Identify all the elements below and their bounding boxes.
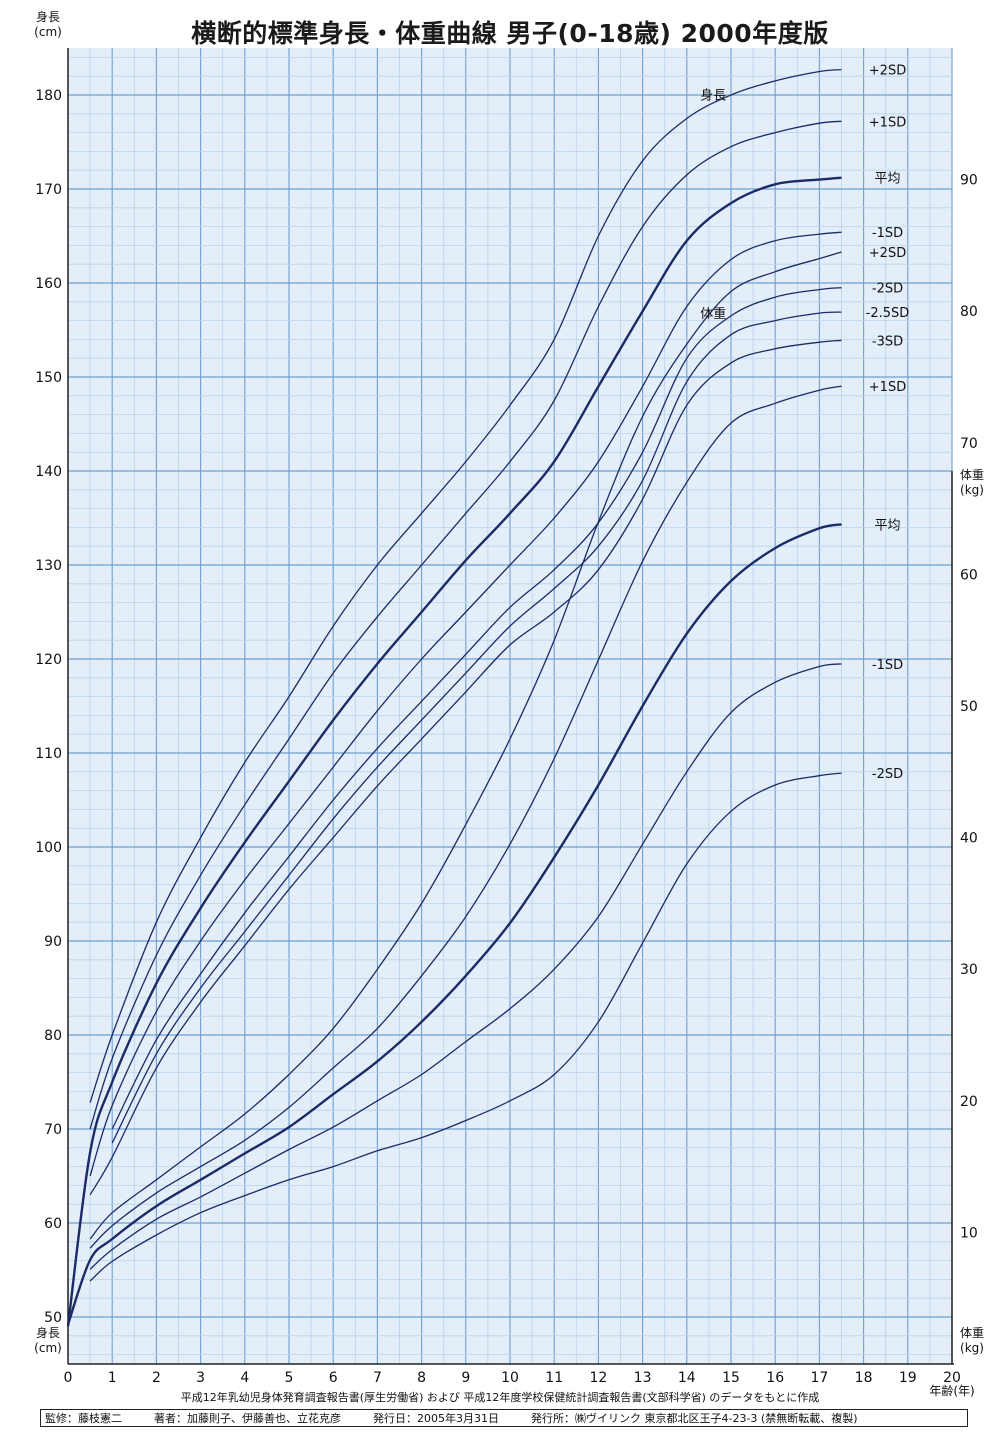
height-tick-label: 60 xyxy=(44,1216,62,1232)
height-axis-unit: (cm) xyxy=(34,1341,62,1355)
weight-series-label-plus1SD: +1SD xyxy=(869,380,906,395)
weight-tick-label: 30 xyxy=(960,962,978,978)
weight-tick-label: 60 xyxy=(960,567,978,583)
weight-axis-name: 体重 xyxy=(959,468,984,482)
weight-curve-plus1SD xyxy=(89,385,842,1249)
height-curve-minus2SD xyxy=(111,287,842,1130)
weight-group-label: 体重 xyxy=(700,306,726,322)
weight-series-label-minus2SD: -2SD xyxy=(872,767,903,782)
page-title: 横断的標準身長・体重曲線 男子(0-18歳) 2000年度版 xyxy=(191,19,829,48)
height-group-label: 身長 xyxy=(700,88,726,104)
height-tick-label: 70 xyxy=(44,1122,62,1138)
weight-tick-label: 50 xyxy=(960,699,978,715)
weight-axis-label-top: 体重 (kg) xyxy=(952,468,992,498)
height-series-label-mean: 平均 xyxy=(874,172,900,187)
height-axis-label-bottom: 身長 (cm) xyxy=(28,1326,68,1356)
height-tick-label: 150 xyxy=(35,370,62,386)
height-series-label-minus3SD: -3SD xyxy=(872,334,903,349)
credit-publisher: 発行所：㈱ヴイリンク 東京都北区王子4-23-3 (禁無断転載、複製) xyxy=(531,1412,858,1425)
height-tick-label: 170 xyxy=(35,182,62,198)
weight-tick-label: 40 xyxy=(960,831,978,847)
height-tick-label: 110 xyxy=(35,746,62,762)
x-tick-label: 13 xyxy=(634,1370,652,1386)
chart-axes xyxy=(67,48,954,1365)
x-tick-label: 14 xyxy=(678,1370,696,1386)
x-tick-label: 17 xyxy=(810,1370,828,1386)
height-curve-minus3SD xyxy=(89,339,842,1196)
credit-date: 発行日：2005年3月31日 xyxy=(373,1412,499,1425)
height-tick-label: 120 xyxy=(35,652,62,668)
x-tick-label: 8 xyxy=(417,1370,426,1386)
height-tick-label: 140 xyxy=(35,464,62,480)
height-axis-name: 身長 xyxy=(35,10,60,24)
height-series-label-plus2SD: +2SD xyxy=(869,64,906,79)
chart-curves xyxy=(66,68,842,1327)
x-tick-label: 16 xyxy=(766,1370,784,1386)
weight-series-label-mean: 平均 xyxy=(874,518,900,533)
data-source-note: 平成12年乳幼児身体発育調査報告書(厚生労働省) および 平成12年度学校保健統… xyxy=(180,1391,820,1404)
x-axis-label: 年齢(年) xyxy=(929,1384,975,1398)
height-series-label-minus2SD: -2SD xyxy=(872,282,903,297)
height-series-label-minus2_5SD: -2.5SD xyxy=(866,306,910,321)
x-tick-label: 12 xyxy=(589,1370,607,1386)
chart-tick-labels: 0 1 2 3 4 5 6 7 8 9 10 11 12 13 14 15 16 17 18 19 2050607080… xyxy=(35,88,978,1386)
credits-bar: 監修：藤枝憲二 著者：加藤則子、伊藤善也、立花克彦 発行日：2005年3月31日… xyxy=(40,1409,968,1427)
weight-tick-label: 90 xyxy=(960,173,978,189)
height-series-label-minus1SD: -1SD xyxy=(872,226,903,241)
weight-axis-unit: (kg) xyxy=(960,1341,984,1355)
x-tick-label: 20 xyxy=(943,1370,961,1386)
height-tick-label: 90 xyxy=(44,934,62,950)
height-tick-label: 160 xyxy=(35,276,62,292)
height-series-label-plus1SD: +1SD xyxy=(869,115,906,130)
x-tick-label: 0 xyxy=(64,1370,73,1386)
height-axis-label-top: 身長 (cm) xyxy=(28,10,68,40)
weight-series-label-minus1SD: -1SD xyxy=(872,658,903,673)
x-tick-label: 3 xyxy=(196,1370,205,1386)
x-tick-label: 7 xyxy=(373,1370,382,1386)
weight-curve-plus2SD xyxy=(89,251,842,1240)
x-tick-label: 18 xyxy=(855,1370,873,1386)
height-tick-label: 180 xyxy=(35,88,62,104)
x-tick-label: 11 xyxy=(545,1370,563,1386)
x-tick-label: 6 xyxy=(329,1370,338,1386)
weight-curve-mean xyxy=(66,523,842,1325)
height-tick-label: 80 xyxy=(44,1028,62,1044)
weight-curve-minus1SD xyxy=(89,663,842,1270)
weight-series-label-plus2SD: +2SD xyxy=(869,246,906,261)
weight-tick-label: 70 xyxy=(960,436,978,452)
weight-axis-unit: (kg) xyxy=(960,483,984,497)
credit-authors: 著者：加藤則子、伊藤善也、立花克彦 xyxy=(154,1412,341,1425)
chart-series-labels: +2SD +1SD 平均 -1SD -2SD -2.5SD -3SD +2SD +1SD 平均 -1… xyxy=(700,64,909,782)
x-tick-label: 15 xyxy=(722,1370,740,1386)
weight-curve-minus2SD xyxy=(89,772,842,1282)
height-axis-name: 身長 xyxy=(35,1326,60,1340)
height-tick-label: 100 xyxy=(35,840,62,856)
height-tick-label: 50 xyxy=(44,1310,62,1326)
height-curve-minus1SD xyxy=(89,231,842,1177)
weight-axis-label-bottom: 体重 (kg) xyxy=(952,1326,992,1356)
x-tick-label: 9 xyxy=(461,1370,470,1386)
x-tick-label: 4 xyxy=(240,1370,249,1386)
height-curve-plus2SD xyxy=(89,68,842,1103)
height-curve-plus1SD xyxy=(89,120,842,1130)
credit-supervisor: 監修：藤枝憲二 xyxy=(45,1412,122,1425)
x-tick-label: 5 xyxy=(285,1370,294,1386)
height-curve-minus2_5SD xyxy=(111,311,842,1144)
weight-tick-label: 80 xyxy=(960,304,978,320)
chart-grid xyxy=(67,48,953,1364)
height-tick-label: 130 xyxy=(35,558,62,574)
x-tick-label: 1 xyxy=(108,1370,117,1386)
weight-tick-label: 20 xyxy=(960,1094,978,1110)
weight-axis-name: 体重 xyxy=(959,1326,984,1340)
x-tick-label: 10 xyxy=(501,1370,519,1386)
height-curve-mean xyxy=(66,176,842,1327)
x-tick-label: 2 xyxy=(152,1370,161,1386)
weight-tick-label: 10 xyxy=(960,1225,978,1241)
height-axis-unit: (cm) xyxy=(34,25,62,39)
x-tick-label: 19 xyxy=(899,1370,917,1386)
